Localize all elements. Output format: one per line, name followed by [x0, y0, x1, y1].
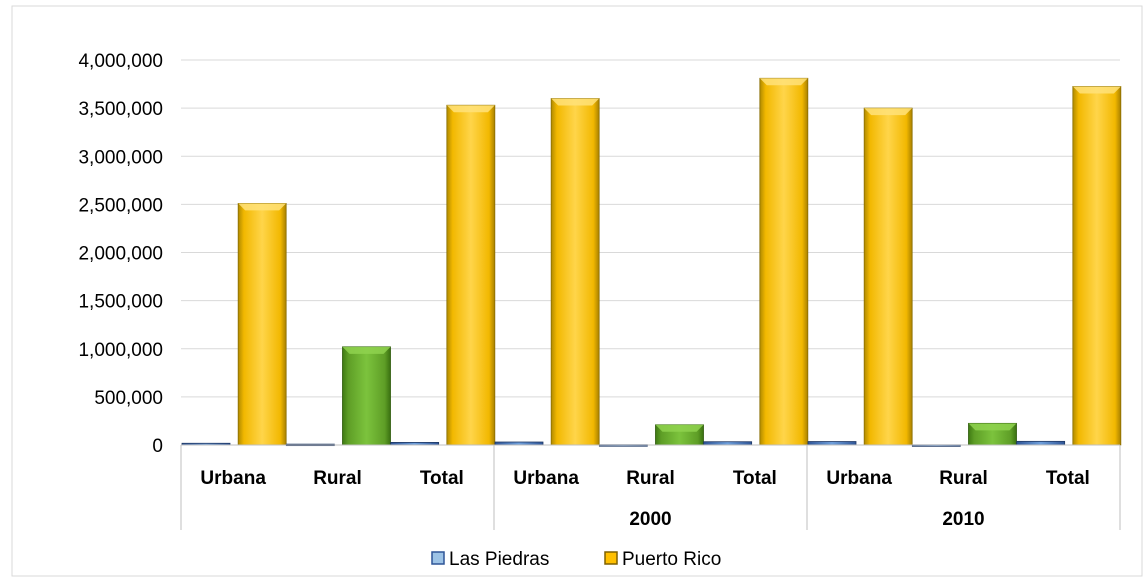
x-category-label: Total	[733, 468, 777, 489]
gridlines	[181, 59, 1120, 398]
bar-puerto-rico	[342, 346, 391, 446]
x-category-label: Rural	[939, 468, 988, 489]
y-tick-label: 1,000,000	[78, 340, 163, 361]
y-tick-label: 3,000,000	[78, 147, 163, 168]
y-tick-label: 1,500,000	[78, 292, 163, 313]
bar-puerto-rico	[237, 203, 287, 446]
bar-las-piedras	[1016, 440, 1066, 446]
bar-puerto-rico-bevel	[1072, 86, 1121, 94]
y-axis: 0 500,000 1,000,000 1,500,000 2,000,000 2,500…	[78, 51, 163, 457]
bar-puerto-rico	[446, 104, 496, 446]
x-category-label: Urbana	[513, 468, 579, 489]
legend-swatch-las-piedras	[431, 551, 445, 565]
y-tick-label: 2,500,000	[78, 195, 163, 216]
bar-puerto-rico-bevel	[342, 346, 391, 354]
x-category-label: Urbana	[200, 468, 266, 489]
x-group-label: 2000	[629, 509, 671, 530]
bar-puerto-rico-bevel	[759, 78, 808, 86]
bar-las-piedras	[807, 441, 857, 446]
bar-puerto-rico-bevel	[968, 423, 1017, 431]
legend-label-puerto-rico: Puerto Rico	[622, 549, 721, 570]
bar-puerto-rico-bevel	[446, 105, 495, 113]
bar-puerto-rico	[759, 77, 809, 446]
y-tick-label: 0	[152, 436, 163, 457]
legend-swatch-puerto-rico	[604, 551, 618, 565]
y-tick-label: 500,000	[94, 388, 163, 409]
bar-puerto-rico	[863, 107, 913, 446]
bar-puerto-rico-bevel	[655, 424, 704, 432]
x-category-label: Total	[420, 468, 464, 489]
legend: Las Piedras Puerto Rico	[431, 549, 721, 570]
bar-puerto-rico	[1072, 86, 1122, 446]
bar-puerto-rico-bevel	[864, 108, 913, 116]
x-category-label: Rural	[626, 468, 675, 489]
bar-puerto-rico	[550, 98, 600, 446]
x-category-label: Urbana	[826, 468, 892, 489]
x-group-label: 2010	[942, 509, 984, 530]
bars	[181, 77, 1122, 447]
y-tick-label: 4,000,000	[78, 51, 163, 72]
y-tick-label: 2,000,000	[78, 244, 163, 265]
x-category-label: Rural	[313, 468, 362, 489]
bar-puerto-rico-bevel	[238, 203, 287, 211]
y-tick-label: 3,500,000	[78, 99, 163, 120]
bar-puerto-rico-bevel	[551, 98, 600, 106]
legend-label-las-piedras: Las Piedras	[449, 549, 549, 570]
x-axis: Urbana Rural Total Urbana Rural Total Urbana Ru…	[180, 444, 1121, 530]
x-category-label: Total	[1046, 468, 1090, 489]
